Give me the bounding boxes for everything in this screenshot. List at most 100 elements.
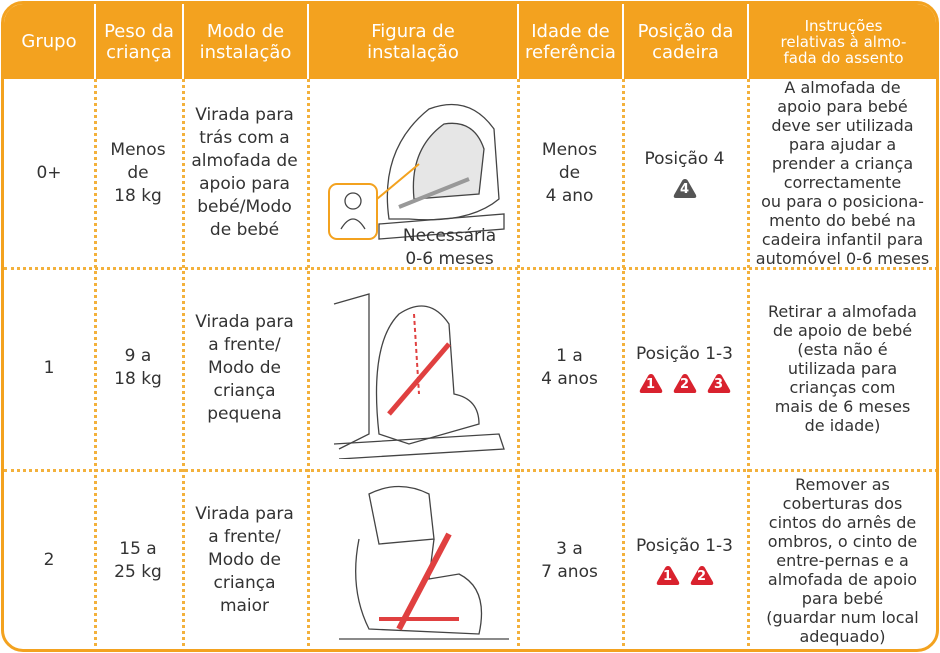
- instruction-text: crianças com: [789, 377, 896, 397]
- age-text: 7 anos: [541, 561, 598, 582]
- badge-number: 4: [679, 181, 690, 197]
- position-cell: Posição 4 4: [622, 79, 747, 267]
- age-text: 4 anos: [541, 369, 598, 389]
- instruction-text: ombros, o cinto de: [767, 532, 918, 551]
- group-text: 1: [43, 357, 55, 378]
- seat-figure-forward-small: [333, 293, 505, 459]
- mode-text: almofada de: [191, 151, 298, 171]
- header-text: Peso da: [104, 20, 174, 42]
- mode-text: a frente/: [208, 334, 281, 355]
- badge-row: 1 2 3: [639, 372, 731, 394]
- age-text: Menos: [541, 139, 598, 160]
- mode-text: Modo de: [208, 357, 281, 378]
- instruction-text: coberturas dos: [782, 494, 903, 513]
- age-cell: Menos de 4 ano: [517, 79, 622, 267]
- mode-text: Virada para: [195, 311, 294, 332]
- column-separator: [182, 79, 185, 649]
- weight-text: 15 a: [119, 538, 157, 559]
- weight-text: 9 a: [124, 346, 152, 366]
- header-text: Modo de: [206, 20, 285, 42]
- header-text: Idade de: [531, 20, 610, 42]
- mode-text: criança: [213, 380, 276, 401]
- instruction-text: deve ser utilizada: [771, 116, 914, 135]
- header-cell: Peso da criança: [94, 4, 182, 79]
- instruction-text: correctamente: [783, 173, 902, 192]
- mode-text: criança: [213, 573, 276, 593]
- instruction-text: cadeira infantil para: [761, 230, 924, 249]
- instruction-text: (esta não é: [797, 339, 888, 359]
- badge-number: 1: [662, 569, 673, 584]
- weight-text: de: [127, 162, 149, 183]
- position-cell: Posição 1-3 1 2: [622, 469, 747, 649]
- badge-number: 2: [679, 376, 690, 392]
- badge-triangle: [707, 373, 730, 393]
- weight-text: Menos: [110, 139, 166, 160]
- position-text: Posição 1-3: [636, 536, 733, 556]
- group-cell: 1: [4, 267, 94, 469]
- badge-triangle: [639, 373, 662, 393]
- badge-triangle: [673, 178, 696, 198]
- position-badge: 4: [673, 177, 697, 199]
- header-cell: Modo de instalação: [182, 4, 307, 79]
- instruction-text: Retirar a almofada: [768, 301, 917, 321]
- mode-text: a frente/: [208, 527, 281, 547]
- row-separator: [4, 267, 936, 270]
- group-text: 2: [43, 550, 55, 570]
- column-separator: [307, 79, 310, 649]
- caption-text: 0-6 meses: [405, 249, 494, 269]
- badge-row: 4: [673, 177, 697, 199]
- instruction-text: mento do bebé na: [769, 211, 916, 230]
- weight-text: 25 kg: [114, 561, 162, 582]
- instructions-cell: A almofada de apoio para bebé deve ser uti…: [747, 78, 936, 268]
- instruction-text: de apoio de bebé: [772, 320, 913, 340]
- instruction-text: A almofada de: [784, 78, 901, 97]
- header-text: Posição da: [637, 20, 734, 42]
- mode-text: Virada para: [195, 105, 294, 125]
- instructions-cell: Remover as coberturas dos cintos do arnês …: [747, 469, 936, 649]
- instruction-text: entre-pernas e a: [776, 551, 909, 570]
- instruction-text: Remover as: [795, 475, 890, 494]
- mode-text: Virada para: [195, 504, 294, 524]
- group-cell: 2: [4, 469, 94, 649]
- figure-caption: Necessária 0-6 meses: [387, 225, 512, 271]
- weight-text: 18 kg: [114, 185, 162, 206]
- position-text: Posição 4: [644, 148, 725, 169]
- instruction-text: prender a criança: [771, 154, 914, 173]
- instruction-text: de idade): [804, 415, 881, 435]
- position-badge: 3: [707, 372, 731, 394]
- header-text: instalação: [199, 41, 292, 63]
- badge-number: 2: [696, 569, 707, 584]
- header-cell: Grupo: [4, 4, 94, 79]
- age-text: 3 a: [556, 538, 583, 559]
- instruction-text: almofada de apoio: [767, 570, 918, 589]
- mode-text: pequena: [207, 403, 282, 424]
- weight-cell: 9 a 18 kg: [94, 267, 182, 469]
- caption-text: Necessária: [402, 226, 497, 246]
- header-text: Figura de: [371, 20, 455, 42]
- position-badge: 1: [656, 564, 680, 586]
- header-cell: Figura de instalação: [307, 4, 517, 79]
- header-text: Grupo: [21, 31, 77, 52]
- position-badge: 2: [690, 564, 714, 586]
- position-badge: 2: [673, 372, 697, 394]
- age-cell: 1 a 4 anos: [517, 267, 622, 469]
- header-text: instalação: [367, 41, 459, 63]
- badge-triangle: [690, 566, 713, 585]
- header-text: referência: [525, 41, 616, 63]
- instructions-cell: Retirar a almofada de apoio de bebé (esta …: [747, 267, 936, 469]
- position-text: Posição 1-3: [636, 343, 733, 364]
- instruction-text: cintos do arnês de: [768, 513, 917, 532]
- weight-cell: Menos de 18 kg: [94, 79, 182, 267]
- weight-text: 18 kg: [114, 369, 162, 389]
- header-text: criança: [106, 41, 172, 63]
- group-text: 0+: [36, 162, 62, 183]
- header-cell: Posição da cadeira: [622, 4, 747, 79]
- header-text: Instruções: [804, 16, 883, 35]
- age-text: 1 a: [556, 346, 583, 366]
- mode-text: Modo de: [208, 550, 281, 570]
- age-text: 4 ano: [545, 185, 594, 206]
